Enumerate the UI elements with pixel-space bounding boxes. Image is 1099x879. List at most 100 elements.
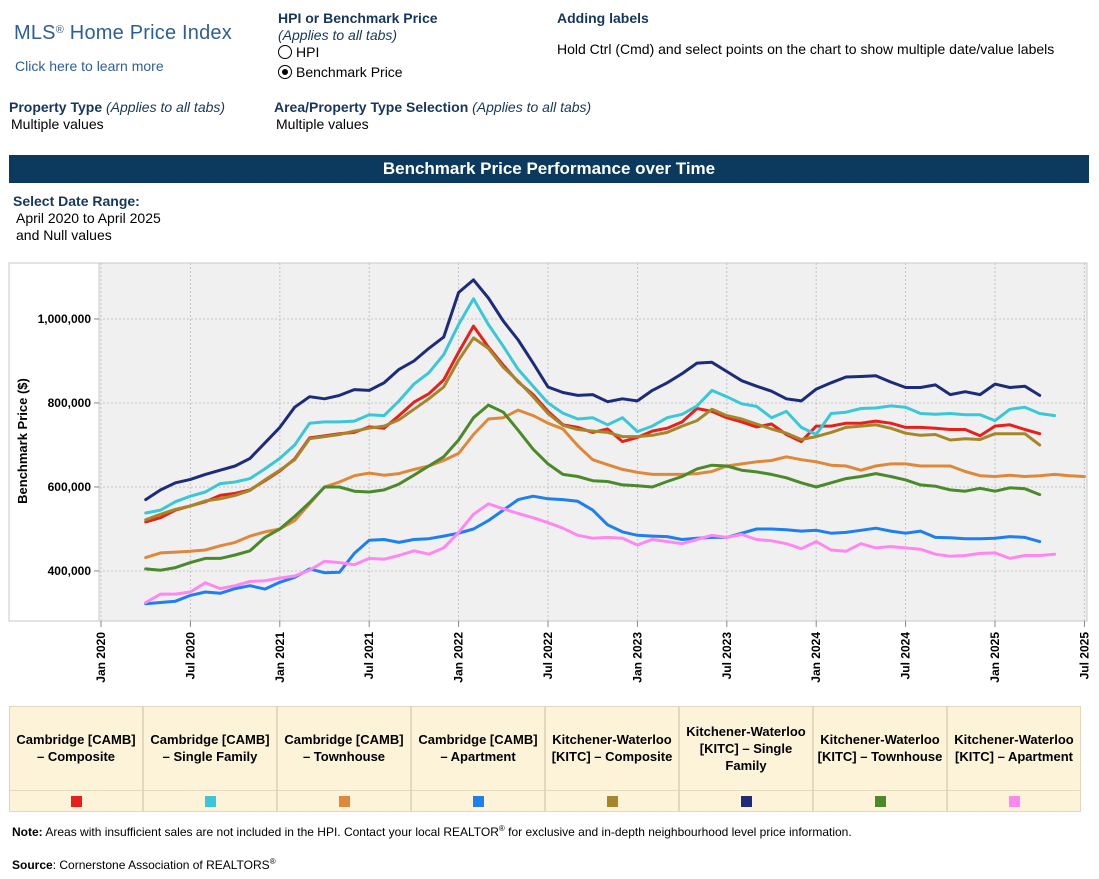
footer-note: Note: Areas with insufficient sales are … xyxy=(12,824,852,839)
date-range-value-line2[interactable]: and Null values xyxy=(16,227,112,243)
legend-item[interactable]: Cambridge [CAMB] – Apartment xyxy=(411,706,545,812)
x-tick-label: Jul 2023 xyxy=(720,632,734,680)
legend-label: Kitchener-Waterloo [KITC] – Townhouse xyxy=(817,732,943,764)
legend-divider xyxy=(278,790,410,791)
series-line-6[interactable] xyxy=(144,403,1042,572)
legend-swatch[interactable] xyxy=(339,796,350,807)
note-text: Areas with insufficient sales are not in… xyxy=(42,825,499,839)
legend-divider xyxy=(814,790,946,791)
legend-divider xyxy=(10,790,142,791)
x-tick-label: Jan 2023 xyxy=(630,632,644,683)
radio-benchmark-label: Benchmark Price xyxy=(296,64,403,80)
adding-labels-title: Adding labels xyxy=(557,10,649,26)
radio-benchmark-circle[interactable] xyxy=(278,65,292,79)
radio-benchmark-price[interactable]: Benchmark Price xyxy=(278,63,438,81)
x-tick-label: Jul 2020 xyxy=(183,632,197,680)
legend-label: Cambridge [CAMB] – Single Family xyxy=(150,732,270,764)
note-reg-mark: ® xyxy=(498,824,505,833)
adding-labels-text: Hold Ctrl (Cmd) and select points on the… xyxy=(557,41,1055,57)
legend-divider xyxy=(948,790,1080,791)
series-line-7[interactable] xyxy=(144,502,1057,604)
legend-label: Cambridge [CAMB] – Townhouse xyxy=(284,732,404,764)
x-tick-label: Jan 2021 xyxy=(273,632,287,683)
y-tick-label: 1,000,000 xyxy=(38,312,92,326)
area-selection-label: Area/Property Type Selection xyxy=(274,99,469,115)
y-axis-panel xyxy=(8,262,100,622)
learn-more-link[interactable]: Click here to learn more xyxy=(15,58,164,74)
legend-item[interactable]: Kitchener-Waterloo [KITC] – Single Famil… xyxy=(679,706,813,812)
source-reg-mark: ® xyxy=(269,857,276,866)
y-axis-title: Benchmark Price ($) xyxy=(15,378,30,504)
radio-hpi-label: HPI xyxy=(296,44,320,60)
legend-label: Cambridge [CAMB] – Composite xyxy=(16,732,136,764)
legend-label: Kitchener-Waterloo [KITC] – Apartment xyxy=(954,732,1074,764)
plot-area xyxy=(98,262,1088,622)
grid-layer xyxy=(99,263,1087,621)
source-text: : Cornerstone Association of REALTORS xyxy=(52,858,270,872)
series-line-4[interactable] xyxy=(144,336,1042,522)
mls-hpi-logo[interactable]: MLS® Home Price Index xyxy=(14,22,232,45)
footer-source: Source: Cornerstone Association of REALT… xyxy=(12,857,276,872)
logo-title-mls: MLS xyxy=(14,22,56,44)
hpi-toggle-title: HPI or Benchmark Price xyxy=(278,10,438,26)
area-selection-filter[interactable]: Area/Property Type Selection (Applies to… xyxy=(274,99,591,132)
legend-swatch[interactable] xyxy=(71,796,82,807)
x-tick-label: Jan 2025 xyxy=(988,632,1002,683)
chart-legend: Cambridge [CAMB] – Composite Cambridge [C… xyxy=(9,706,1099,812)
legend-label: Cambridge [CAMB] – Apartment xyxy=(418,732,538,764)
radio-hpi[interactable]: HPI xyxy=(278,43,438,61)
date-range-filter[interactable]: Select Date Range: April 2020 to April 2… xyxy=(13,193,161,243)
legend-divider xyxy=(412,790,544,791)
series-line-1[interactable] xyxy=(144,297,1057,515)
note-label: Note: xyxy=(12,825,43,839)
legend-swatch[interactable] xyxy=(875,796,886,807)
hpi-benchmark-toggle: HPI or Benchmark Price (Applies to all t… xyxy=(278,10,438,81)
note-text-2: for exclusive and in-depth neighbourhood… xyxy=(504,825,852,839)
source-label: Source xyxy=(12,858,53,872)
series-line-5[interactable] xyxy=(144,278,1042,502)
legend-label: Kitchener-Waterloo [KITC] – Single Famil… xyxy=(686,723,806,773)
legend-swatch[interactable] xyxy=(607,796,618,807)
property-type-value[interactable]: Multiple values xyxy=(11,116,104,132)
logo-reg-mark: ® xyxy=(55,24,65,36)
legend-item[interactable]: Kitchener-Waterloo [KITC] – Composite xyxy=(545,706,679,812)
y-tick-label: 600,000 xyxy=(48,480,92,494)
x-tick-label: Jul 2021 xyxy=(362,632,376,680)
legend-divider xyxy=(680,790,812,791)
property-type-note: (Applies to all tabs) xyxy=(106,99,226,115)
x-tick-label: Jul 2022 xyxy=(541,632,555,680)
logo-title-rest: Home Price Index xyxy=(64,22,232,44)
series-line-2[interactable] xyxy=(144,408,1086,560)
y-tick-label: 400,000 xyxy=(48,564,92,578)
area-selection-value[interactable]: Multiple values xyxy=(276,116,369,132)
x-tick-label: Jul 2025 xyxy=(1077,632,1091,680)
series-layer[interactable] xyxy=(144,278,1086,606)
legend-swatch[interactable] xyxy=(741,796,752,807)
legend-divider xyxy=(546,790,678,791)
legend-item[interactable]: Kitchener-Waterloo [KITC] – Apartment xyxy=(947,706,1081,812)
legend-item[interactable]: Cambridge [CAMB] – Composite xyxy=(9,706,143,812)
date-range-label: Select Date Range: xyxy=(13,193,140,209)
legend-swatch[interactable] xyxy=(1009,796,1020,807)
date-range-value-line1[interactable]: April 2020 to April 2025 xyxy=(16,210,161,226)
legend-divider xyxy=(144,790,276,791)
y-tick-label: 800,000 xyxy=(48,396,92,410)
x-tick-label: Jul 2024 xyxy=(899,632,913,680)
axis-layer: 400,000 600,000 800,000 1,000,000 Jan 2020 Ju… xyxy=(38,312,1092,683)
chart-banner-title: Benchmark Price Performance over Time xyxy=(9,155,1089,183)
x-tick-label: Jan 2022 xyxy=(452,632,466,683)
x-tick-label: Jan 2020 xyxy=(94,632,108,683)
legend-swatch[interactable] xyxy=(205,796,216,807)
x-tick-label: Jan 2024 xyxy=(809,632,823,683)
legend-item[interactable]: Cambridge [CAMB] – Townhouse xyxy=(277,706,411,812)
legend-swatch[interactable] xyxy=(473,796,484,807)
property-type-filter[interactable]: Property Type (Applies to all tabs) Mult… xyxy=(9,99,225,132)
benchmark-price-chart[interactable]: 400,000 600,000 800,000 1,000,000 Jan 2020 Ju… xyxy=(0,255,1099,695)
area-selection-note: (Applies to all tabs) xyxy=(472,99,592,115)
hpi-toggle-subtitle: (Applies to all tabs) xyxy=(278,27,398,43)
legend-item[interactable]: Kitchener-Waterloo [KITC] – Townhouse xyxy=(813,706,947,812)
property-type-label: Property Type xyxy=(9,99,103,115)
radio-hpi-circle[interactable] xyxy=(278,45,292,59)
legend-label: Kitchener-Waterloo [KITC] – Composite xyxy=(551,732,673,764)
legend-item[interactable]: Cambridge [CAMB] – Single Family xyxy=(143,706,277,812)
